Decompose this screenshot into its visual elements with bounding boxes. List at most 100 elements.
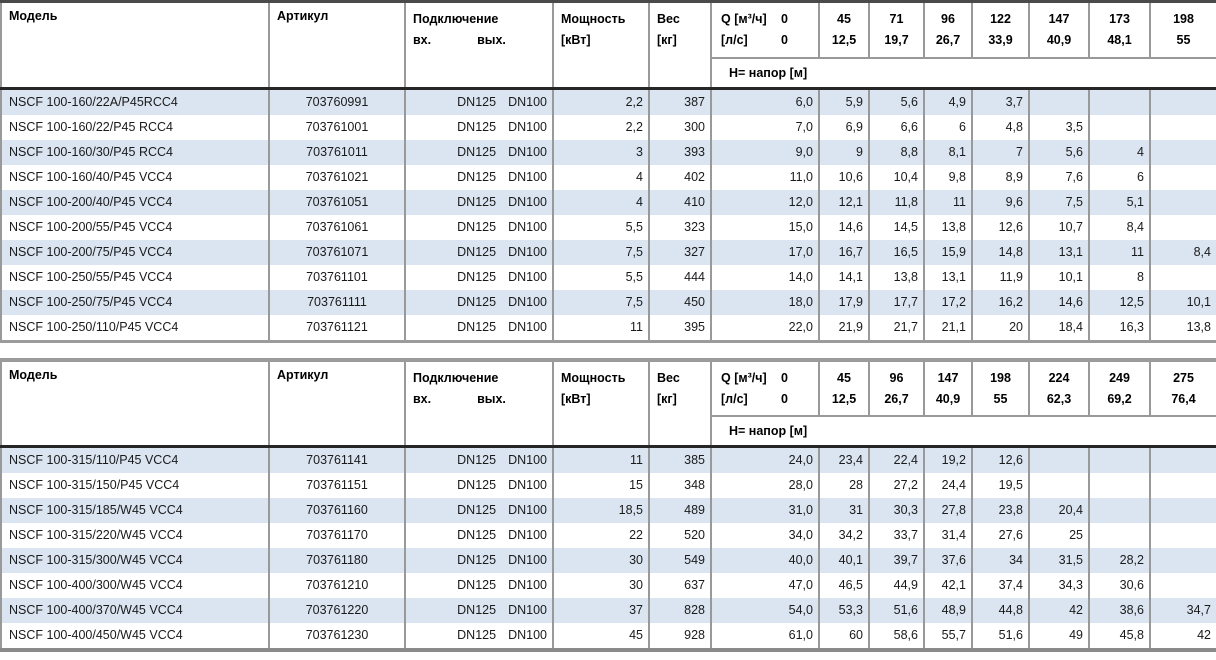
power-label: Мощность (561, 370, 626, 385)
flow-ls-value: 12,5 (831, 391, 857, 406)
connection-cell: DN125 DN100 (404, 114, 554, 140)
inlet-label: вх. (413, 391, 432, 406)
q-m3h-label: Q [м³/ч] (721, 370, 767, 385)
dn-outlet-value: DN100 (508, 602, 547, 617)
head-cell: 7,6 (1028, 164, 1090, 190)
dn-inlet-value: DN125 (457, 144, 497, 159)
pump-spec-table-2: Модель Артикул Подключение вх. вых. Мощно… (0, 357, 1216, 652)
model-cell: NSCF 100-400/370/W45 VCC4 (0, 597, 270, 623)
article-cell: 703761051 (268, 189, 406, 215)
model-cell: NSCF 100-160/40/P45 VCC4 (0, 164, 270, 190)
head-cell (1149, 88, 1216, 115)
head-cell: 9,8 (923, 164, 973, 190)
head-cell: 5,9 (818, 88, 870, 115)
head-cell: 27,8 (923, 497, 973, 523)
power-cell: 11 (552, 446, 650, 473)
model-cell: NSCF 100-160/30/P45 RCC4 (0, 139, 270, 165)
power-label: Мощность (561, 12, 626, 26)
head-cell: 12,6 (971, 446, 1030, 473)
head-cell: 28,0 (710, 472, 820, 498)
head-cell: 21,7 (868, 314, 925, 341)
connection-cell: DN125 DN100 (404, 446, 554, 473)
head-cell: 45,8 (1088, 622, 1151, 650)
dn-outlet-value: DN100 (508, 94, 547, 109)
connection-cell: DN125 DN100 (404, 547, 554, 573)
dn-inlet-value: DN125 (457, 269, 497, 284)
head-cell: 25 (1028, 522, 1090, 548)
dn-outlet-value: DN100 (508, 477, 547, 492)
flow-m3h-value: 96 (889, 370, 904, 385)
flow-point-header: 96 26,7 (868, 359, 925, 417)
q-ls-zero: 0 (781, 33, 788, 47)
head-cell: 4,8 (971, 114, 1030, 140)
head-cell: 10,1 (1149, 289, 1216, 315)
article-cell: 703761001 (268, 114, 406, 140)
power-cell: 5,5 (552, 214, 650, 240)
power-cell: 18,5 (552, 497, 650, 523)
model-cell: NSCF 100-400/300/W45 VCC4 (0, 572, 270, 598)
head-cell: 6,6 (868, 114, 925, 140)
col-header-article: Артикул (268, 359, 406, 448)
flow-m3h-value: 275 (1173, 370, 1194, 385)
head-cell: 22,0 (710, 314, 820, 341)
head-cell: 8,4 (1149, 239, 1216, 265)
head-cell: 11,8 (868, 189, 925, 215)
head-cell: 11 (923, 189, 973, 215)
article-cell: 703761151 (268, 472, 406, 498)
head-cell: 13,8 (923, 214, 973, 240)
flow-ls-value: 48,1 (1107, 33, 1132, 47)
connection-cell: DN125 DN100 (404, 522, 554, 548)
table-row: NSCF 100-250/110/P45 VCC4 703761121 DN125 D… (0, 314, 1216, 341)
article-cell: 703761220 (268, 597, 406, 623)
head-cell: 22,4 (868, 446, 925, 473)
head-cell (1149, 139, 1216, 165)
article-cell: 703761061 (268, 214, 406, 240)
head-cell: 11,0 (710, 164, 820, 190)
power-unit: [кВт] (561, 391, 591, 406)
header-row-head: H= напор [м] (1, 415, 1216, 448)
connection-label: Подключение (413, 370, 499, 385)
flow-m3h-value: 173 (1109, 12, 1130, 26)
connection-cell: DN125 DN100 (404, 622, 554, 650)
dn-outlet-value: DN100 (508, 144, 547, 159)
head-cell: 10,1 (1028, 264, 1090, 290)
q-m3h-zero: 0 (781, 370, 788, 385)
dn-inlet-value: DN125 (457, 452, 497, 467)
pump-spec-table-1: Модель Артикул Подключение вх. вых. Мощно… (0, 0, 1216, 343)
head-cell: 47,0 (710, 572, 820, 598)
head-cell: 27,2 (868, 472, 925, 498)
article-cell: 703761021 (268, 164, 406, 190)
power-cell: 11 (552, 314, 650, 341)
article-cell: 703760991 (268, 88, 406, 115)
head-cell (1088, 114, 1151, 140)
head-cell: 31,0 (710, 497, 820, 523)
connection-cell: DN125 DN100 (404, 289, 554, 315)
connection-cell: DN125 DN100 (404, 239, 554, 265)
head-cell: 9,0 (710, 139, 820, 165)
head-cell: 16,7 (818, 239, 870, 265)
head-cell (1149, 522, 1216, 548)
connection-cell: DN125 DN100 (404, 189, 554, 215)
head-cell: 27,6 (971, 522, 1030, 548)
flow-point-header: 71 19,7 (868, 1, 925, 59)
head-cell: 15,0 (710, 214, 820, 240)
table-row: NSCF 100-315/150/P45 VCC4 703761151 DN125 D… (0, 472, 1216, 498)
flow-ls-value: 62,3 (1046, 391, 1072, 406)
table-header: Модель Артикул Подключение вх. вых. Мощно… (0, 1, 1216, 90)
head-cell: 30,3 (868, 497, 925, 523)
flow-m3h-value: 249 (1109, 370, 1130, 385)
model-cell: NSCF 100-200/55/P45 VCC4 (0, 214, 270, 240)
flow-ls-value: 55 (1176, 33, 1191, 47)
dn-outlet-value: DN100 (508, 294, 547, 309)
connection-sublabels: вх. вых. (413, 389, 546, 410)
head-cell: 7,5 (1028, 189, 1090, 215)
connection-cell: DN125 DN100 (404, 214, 554, 240)
flow-point-header: 122 33,9 (971, 1, 1030, 59)
connection-cell: DN125 DN100 (404, 597, 554, 623)
head-cell: 14,8 (971, 239, 1030, 265)
head-cell: 19,2 (923, 446, 973, 473)
head-cell: 19,5 (971, 472, 1030, 498)
dn-outlet-value: DN100 (508, 269, 547, 284)
flow-m3h-value: 45 (837, 370, 851, 385)
head-cell: 28,2 (1088, 547, 1151, 573)
